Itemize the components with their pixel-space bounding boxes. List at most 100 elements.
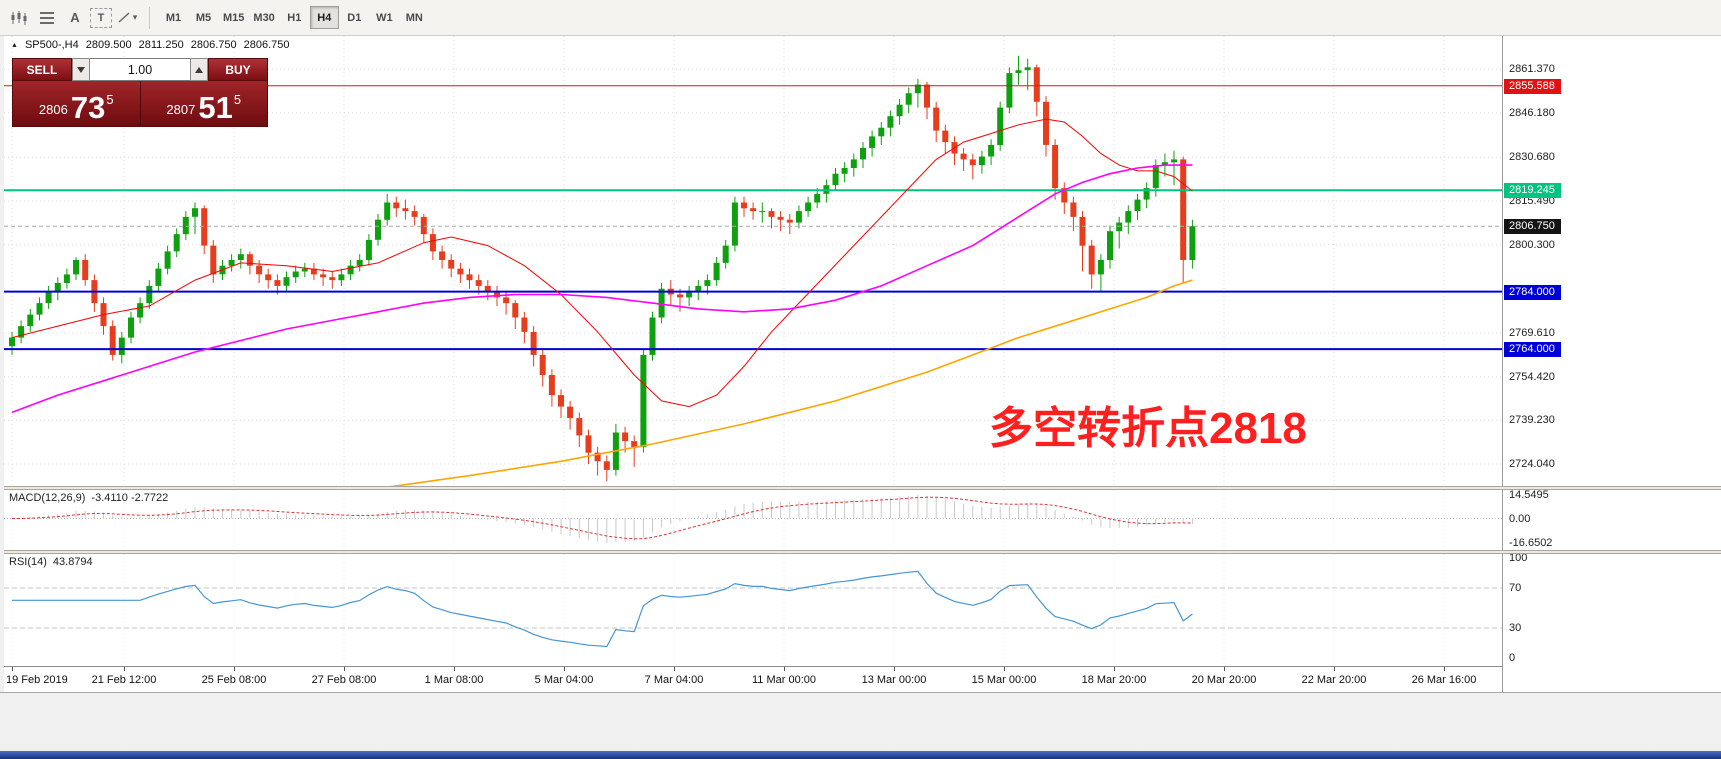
- ohlc-high: 2811.250: [138, 39, 184, 51]
- rsi-title: RSI(14): [9, 556, 47, 568]
- price-badge: 2806.750: [1504, 219, 1561, 235]
- panel-divider[interactable]: [4, 486, 1502, 490]
- macd-title: MACD(12,26,9): [9, 492, 86, 504]
- text-box-icon[interactable]: T: [90, 7, 112, 28]
- buy-button[interactable]: BUY: [208, 58, 268, 81]
- time-tick: [894, 667, 895, 671]
- time-axis-label: 19 Feb 2019: [6, 674, 68, 686]
- macd-axis-label: 0.00: [1509, 512, 1531, 525]
- price-badge: 2764.000: [1504, 342, 1561, 358]
- price-badge: 2819.245: [1504, 183, 1561, 199]
- toolbar: A T ▾ M1 M5 M15 M30 H1 H4 D1 W1 MN: [0, 0, 1721, 36]
- price-divider: [139, 81, 141, 126]
- rsi-label: RSI(14) 43.8794: [9, 556, 93, 568]
- time-tick: [1114, 667, 1115, 671]
- rsi-axis-label: 0: [1509, 652, 1516, 664]
- price-axis-label: 2724.040: [1509, 458, 1555, 471]
- macd-axis: 14.5495 0.00 -16.6502: [1502, 490, 1721, 550]
- price-axis-label: 2861.370: [1509, 63, 1555, 76]
- timeframe-m15[interactable]: M15: [223, 11, 245, 24]
- timeframe-h4[interactable]: H4: [309, 6, 339, 29]
- time-axis-label: 22 Mar 20:00: [1301, 674, 1367, 686]
- ohlc-open: 2809.500: [85, 39, 132, 51]
- price-axis-label: 2754.420: [1509, 370, 1555, 383]
- time-axis-label: 25 Feb 08:00: [201, 674, 267, 686]
- timeframe-mn[interactable]: MN: [405, 11, 423, 24]
- chart-collapse-icon[interactable]: ▲: [11, 41, 18, 49]
- buy-price-pips: 51: [198, 89, 233, 125]
- indicator-list-icon[interactable]: [34, 6, 60, 30]
- timeframe-d1[interactable]: D1: [347, 11, 362, 24]
- timeframe-w1[interactable]: W1: [376, 11, 393, 24]
- time-tick: [1444, 667, 1445, 671]
- rsi-value: 43.8794: [52, 556, 93, 568]
- macd-axis-label: -16.6502: [1509, 537, 1553, 549]
- price-chart-panel[interactable]: ▲ SP500-,H4 2809.500 2811.250 2806.750 2…: [4, 36, 1502, 486]
- rsi-axis-label: 70: [1509, 582, 1522, 594]
- trade-controls-row: SELL BUY: [12, 58, 268, 81]
- price-axis-label: 2846.180: [1509, 106, 1555, 119]
- macd-label: MACD(12,26,9) -3.4110 -2.7722: [9, 492, 168, 504]
- time-tick: [1004, 667, 1005, 671]
- toolbar-separator: [149, 6, 150, 29]
- price-axis-label: 2769.610: [1509, 327, 1555, 339]
- timeframe-group: M1 M5 M15 M30 H1 H4 D1 W1 MN: [159, 6, 429, 29]
- text-label-icon[interactable]: A: [70, 10, 80, 25]
- time-tick: [12, 667, 13, 671]
- window-filler: [0, 692, 1721, 751]
- ohlc-low: 2806.750: [190, 39, 237, 51]
- buy-price[interactable]: 2807 51 5: [141, 81, 268, 126]
- time-tick: [1224, 667, 1225, 671]
- chart-annotation: 多空转折点2818: [989, 404, 1307, 453]
- macd-panel[interactable]: MACD(12,26,9) -3.4110 -2.7722: [4, 490, 1502, 550]
- panel-divider: [1502, 550, 1721, 554]
- price-chart-canvas[interactable]: [4, 36, 1502, 486]
- time-tick: [564, 667, 565, 671]
- volume-increase-button[interactable]: [190, 58, 208, 81]
- time-axis-label: 13 Mar 00:00: [861, 674, 927, 686]
- time-axis-label: 11 Mar 00:00: [751, 674, 817, 686]
- candles-layer: [9, 55, 1196, 482]
- macd-canvas: [4, 490, 1502, 550]
- sell-price-frac: 5: [106, 92, 114, 107]
- panel-divider[interactable]: [4, 550, 1502, 554]
- volume-input[interactable]: [90, 58, 190, 81]
- time-axis-label: 26 Mar 16:00: [1411, 674, 1477, 686]
- time-axis[interactable]: 19 Feb 2019 21 Feb 12:00 25 Feb 08:00 27 Fe…: [4, 666, 1502, 692]
- one-click-trading-panel: SELL BUY 2806 73 5: [12, 58, 268, 127]
- chart-panels: ▲ SP500-,H4 2809.500 2811.250 2806.750 2…: [4, 36, 1502, 692]
- ma-fast-red: [11, 118, 1193, 408]
- time-axis-label: 7 Mar 04:00: [644, 674, 704, 686]
- draw-tools-icon[interactable]: ▾: [114, 6, 140, 30]
- time-axis-label: 5 Mar 04:00: [534, 674, 594, 686]
- chart-title: ▲ SP500-,H4 2809.500 2811.250 2806.750 2…: [11, 39, 290, 51]
- rsi-panel[interactable]: RSI(14) 43.8794: [4, 554, 1502, 666]
- sell-price-main: 2806: [38, 102, 68, 117]
- time-tick: [454, 667, 455, 671]
- caret-down-icon: ▾: [132, 12, 138, 22]
- time-axis-label: 20 Mar 20:00: [1191, 674, 1257, 686]
- time-axis-label: 1 Mar 08:00: [424, 674, 484, 686]
- chart-workspace: ▲ SP500-,H4 2809.500 2811.250 2806.750 2…: [0, 36, 1721, 692]
- sell-button[interactable]: SELL: [12, 58, 72, 81]
- ma-slow-orange: [389, 279, 1193, 486]
- price-axis[interactable]: 2861.370 2846.180 2830.680 2815.490 2800.300…: [1502, 36, 1721, 486]
- arrow-up-icon: [195, 66, 203, 73]
- price-axis-label: 2800.300: [1509, 238, 1555, 251]
- time-tick: [1334, 667, 1335, 671]
- time-tick: [674, 667, 675, 671]
- ma-medium-magenta: [11, 164, 1193, 414]
- timeframe-h1[interactable]: H1: [287, 11, 302, 24]
- price-axis-label: 2739.230: [1509, 414, 1555, 427]
- time-axis-label: 15 Mar 00:00: [971, 674, 1037, 686]
- volume-decrease-button[interactable]: [72, 58, 90, 81]
- timeframe-m5[interactable]: M5: [195, 11, 212, 24]
- timeframe-m1[interactable]: M1: [165, 11, 182, 24]
- rsi-canvas: [4, 554, 1502, 666]
- chart-template-icon[interactable]: [6, 6, 32, 30]
- timeframe-m30[interactable]: M30: [253, 11, 275, 24]
- sell-price[interactable]: 2806 73 5: [13, 81, 140, 126]
- chart-symbol-label: SP500-,H4: [24, 39, 79, 51]
- arrow-down-icon: [77, 66, 85, 73]
- time-axis-label: 21 Feb 12:00: [91, 674, 157, 686]
